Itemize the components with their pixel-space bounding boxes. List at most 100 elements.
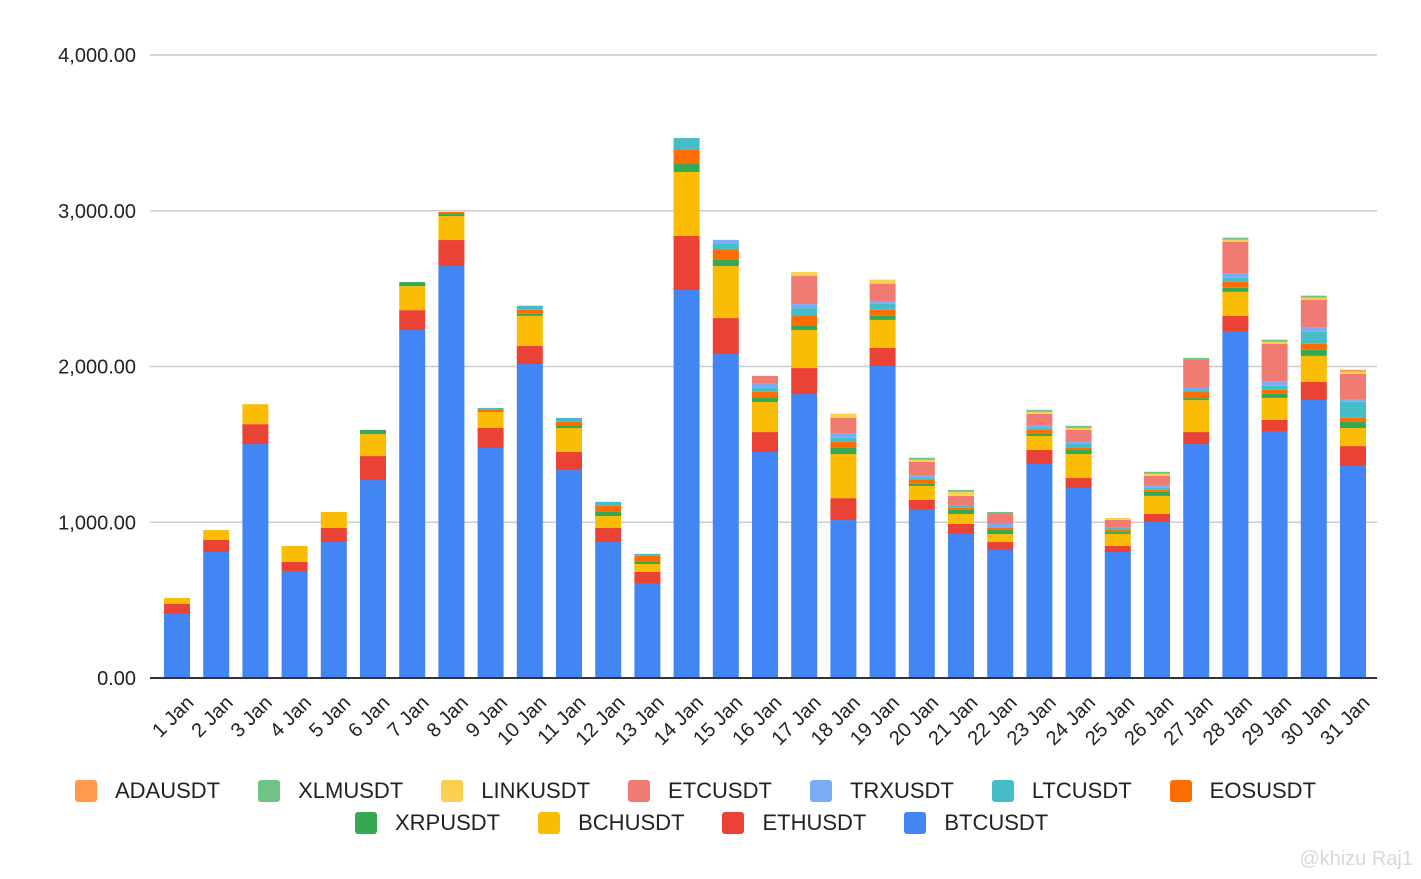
- bar-segment-eosusdt: [791, 316, 818, 327]
- bar-segment-ltcusdt: [948, 505, 974, 508]
- bar-segment-ethusdt: [595, 528, 622, 543]
- y-axis-labels: 0.00 1,000.00 2,000.00 3,000.00 4,000.00: [58, 45, 136, 690]
- bar-segment-eosusdt: [830, 441, 857, 448]
- x-tick-label: 1 Jan: [148, 692, 198, 742]
- bar-segment-ethusdt: [752, 432, 778, 453]
- bar-segment-xrpusdt: [1300, 349, 1327, 356]
- bar-segment-ethusdt: [320, 528, 347, 543]
- bar-segment-bchusdt: [203, 530, 230, 541]
- bar-segment-eosusdt: [1104, 529, 1131, 532]
- legend-item-etcusdt: ETCUSDT: [628, 778, 772, 804]
- legend-swatch: [628, 780, 651, 802]
- bar-segment-etcusdt: [1065, 429, 1092, 442]
- bar-segment-btcusdt: [360, 480, 386, 678]
- bar-segment-xlmusdt: [1065, 425, 1092, 428]
- bar-segment-etcusdt: [987, 513, 1014, 524]
- bar-stack: [673, 138, 700, 678]
- bar-stack: [595, 501, 622, 678]
- bar-segment-bchusdt: [752, 402, 778, 433]
- bar-segment-linkusdt: [1222, 239, 1249, 242]
- legend-item-linkusdt: LINKUSDT: [441, 778, 590, 804]
- legend-swatch: [441, 780, 464, 802]
- bar-segment-eosusdt: [948, 507, 974, 510]
- legend-swatch: [258, 780, 281, 802]
- bar-segment-bchusdt: [477, 411, 504, 429]
- bar-segment-etcusdt: [1183, 359, 1210, 388]
- y-tick-label: 4,000.00: [58, 45, 136, 67]
- bar-segment-btcusdt: [830, 520, 857, 678]
- bar-segment-trxusdt: [752, 383, 778, 388]
- legend-row-2: XRPUSDT BCHUSDT ETHUSDT BTCUSDT: [355, 810, 1086, 836]
- bar-segment-ethusdt: [1222, 315, 1249, 332]
- bar-segment-ethusdt: [1340, 446, 1366, 467]
- bar-segment-etcusdt: [830, 417, 857, 434]
- legend-swatch: [722, 812, 745, 834]
- bar-stack: [1104, 517, 1131, 678]
- legend-swatch: [904, 812, 927, 834]
- bar-segment-btcusdt: [320, 542, 347, 678]
- bar-segment-trxusdt: [869, 301, 896, 304]
- y-tick-label: 0.00: [97, 668, 136, 690]
- bar-stack: [477, 407, 504, 678]
- bar-stack: [830, 413, 857, 678]
- bar-segment-etcusdt: [908, 461, 935, 476]
- bar-segment-xrpusdt: [360, 430, 386, 435]
- bar-segment-trxusdt: [712, 239, 739, 244]
- bar-segment-trxusdt: [1144, 485, 1170, 488]
- bar-segment-xlmusdt: [1261, 339, 1288, 342]
- bar-segment-ethusdt: [987, 542, 1014, 550]
- bar-segment-linkusdt: [1261, 341, 1288, 344]
- bar-segment-btcusdt: [1222, 331, 1249, 678]
- bar-stack: [791, 271, 818, 678]
- bar-segment-btcusdt: [556, 470, 582, 678]
- bar-segment-eosusdt: [1222, 281, 1249, 288]
- bar-segment-eosusdt: [908, 479, 935, 484]
- bar-segment-trxusdt: [1183, 387, 1210, 391]
- bar-segment-eosusdt: [1026, 429, 1053, 434]
- bar-segment-xrpusdt: [1065, 449, 1092, 455]
- bar-segment-bchusdt: [164, 597, 190, 605]
- bar-segment-eosusdt: [516, 309, 543, 314]
- bar-segment-btcusdt: [595, 542, 622, 678]
- bar-segment-ethusdt: [360, 456, 386, 481]
- bar-segment-xrpusdt: [752, 397, 778, 403]
- bar-segment-ethusdt: [438, 240, 465, 267]
- bar-segment-linkusdt: [1104, 517, 1131, 520]
- bar-segment-ethusdt: [477, 428, 504, 448]
- bar-segment-ethusdt: [830, 498, 857, 521]
- bar-stack: [1065, 425, 1092, 678]
- bar-segment-etcusdt: [948, 495, 974, 506]
- bar-segment-btcusdt: [1300, 399, 1327, 678]
- bar-segment-bchusdt: [987, 534, 1014, 543]
- bar-segment-eosusdt: [1183, 392, 1210, 399]
- bar-segment-etcusdt: [1144, 475, 1170, 486]
- bar-segment-linkusdt: [1340, 371, 1366, 374]
- bar-segment-ltcusdt: [516, 305, 543, 310]
- bar-segment-bchusdt: [634, 563, 661, 572]
- bar-segment-btcusdt: [673, 290, 700, 678]
- bar-segment-bchusdt: [1065, 454, 1092, 479]
- bar-segment-ltcusdt: [712, 243, 739, 250]
- bar-segment-bchusdt: [360, 434, 386, 457]
- bar-segment-eosusdt: [1144, 489, 1170, 492]
- bar-segment-ethusdt: [1300, 381, 1327, 400]
- bar-segment-ethusdt: [556, 452, 582, 471]
- bar-segment-xrpusdt: [1340, 421, 1366, 429]
- bar-segment-linkusdt: [908, 459, 935, 462]
- bar-segment-ethusdt: [908, 499, 935, 510]
- bar-segment-etcusdt: [1300, 299, 1327, 328]
- bar-segment-xrpusdt: [634, 561, 661, 564]
- bar-segment-ltcusdt: [556, 417, 582, 422]
- bar-segment-trxusdt: [1300, 327, 1327, 332]
- bar-segment-xrpusdt: [1144, 491, 1170, 496]
- legend-item-bchusdt: BCHUSDT: [538, 810, 684, 836]
- bar-segment-ltcusdt: [595, 501, 622, 506]
- bar-segment-xrpusdt: [1026, 433, 1053, 436]
- bar-segment-trxusdt: [1261, 381, 1288, 386]
- bar-stack: [1222, 237, 1249, 678]
- bar-segment-xrpusdt: [556, 425, 582, 429]
- bar-segment-eosusdt: [752, 391, 778, 398]
- bar-segment-xrpusdt: [595, 511, 622, 517]
- bar-segment-ethusdt: [1183, 432, 1210, 445]
- bar-segment-linkusdt: [948, 491, 974, 496]
